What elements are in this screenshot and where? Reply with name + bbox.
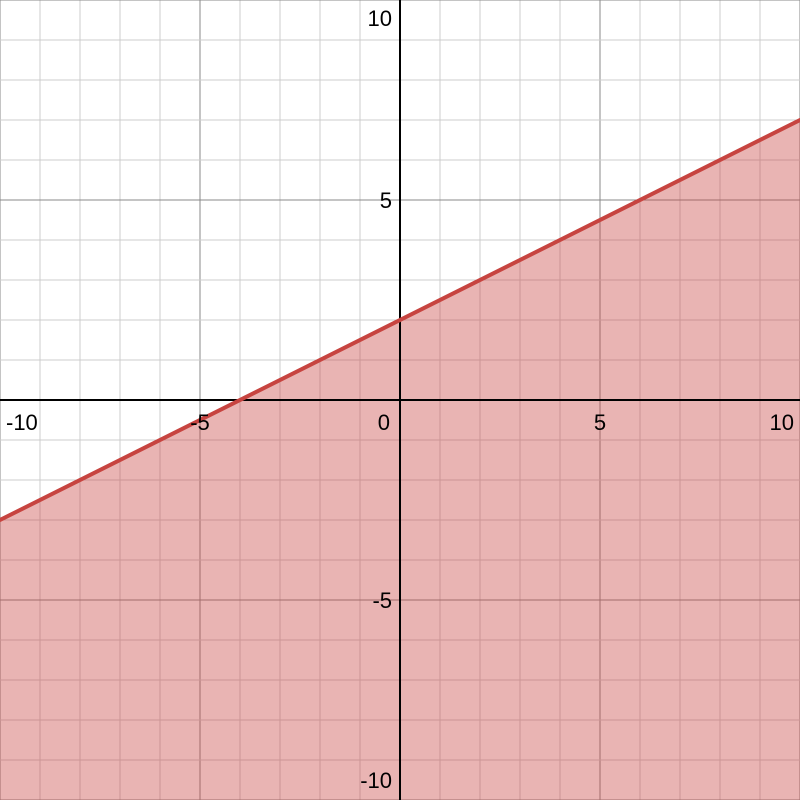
x-tick-label: 10 <box>770 410 794 435</box>
y-tick-label: 10 <box>368 6 392 31</box>
x-tick-label: 5 <box>594 410 606 435</box>
boundary-line[interactable] <box>0 118 800 522</box>
x-tick-label: -10 <box>6 410 38 435</box>
tick-labels: -10 -5 0 5 10 -10 -5 5 10 <box>6 6 794 793</box>
y-tick-label: 5 <box>380 188 392 213</box>
y-tick-label: -10 <box>360 768 392 793</box>
y-tick-label: -5 <box>372 588 392 613</box>
x-tick-label: 0 <box>378 410 390 435</box>
x-tick-label: -5 <box>190 410 210 435</box>
